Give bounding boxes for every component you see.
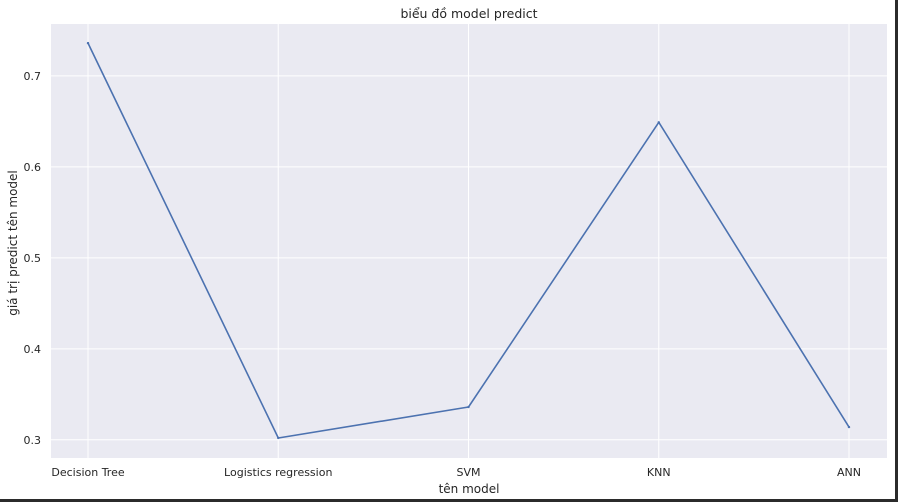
- x-tick-label: KNN: [647, 466, 671, 479]
- x-tick-label: Decision Tree: [51, 466, 124, 479]
- y-tick-label: 0.4: [24, 343, 42, 356]
- data-point: [847, 425, 851, 429]
- y-tick-labels: 0.3 0.4 0.5 0.6 0.7: [24, 70, 42, 447]
- chart-title: biểu đồ model predict: [400, 6, 537, 21]
- x-tick-labels: Decision Tree Logistics regression SVM KNN A…: [51, 466, 861, 479]
- y-tick-label: 0.6: [24, 161, 42, 174]
- grid: [51, 24, 887, 458]
- y-tick-label: 0.7: [24, 70, 42, 83]
- data-point: [277, 436, 280, 440]
- y-tick-label: 0.5: [24, 252, 42, 265]
- x-tick-label: SVM: [457, 466, 481, 479]
- x-tick-label: Logistics regression: [224, 466, 332, 479]
- data-point: [657, 121, 660, 124]
- data-point: [467, 405, 470, 409]
- y-axis-label: giá trị predict tên model: [6, 170, 20, 316]
- x-tick-label: ANN: [837, 466, 861, 479]
- window-edge-bottom: [0, 499, 898, 502]
- data-points: [86, 41, 851, 440]
- y-tick-label: 0.3: [24, 434, 42, 447]
- window-edge-right: [895, 0, 898, 502]
- x-axis-label: tên model: [439, 482, 500, 496]
- data-point: [86, 41, 90, 45]
